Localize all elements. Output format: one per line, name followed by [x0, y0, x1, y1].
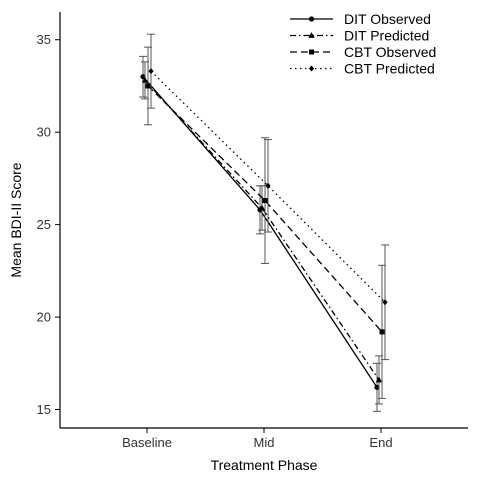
data-point: [262, 198, 268, 204]
legend-marker: [308, 16, 315, 22]
plot-area: [139, 33, 389, 412]
series: [139, 55, 381, 412]
data-point: [258, 204, 266, 211]
series-line: [144, 79, 380, 381]
data-point: [379, 329, 385, 335]
data-point: [140, 74, 146, 80]
x-tick-label: End: [369, 435, 392, 450]
data-point: [382, 299, 388, 306]
x-ticks: Baseline Mid End: [122, 428, 393, 450]
legend-label: CBT Observed: [344, 44, 436, 60]
legend-label: DIT Observed: [344, 11, 431, 27]
x-tick-label: Mid: [254, 435, 275, 450]
legend-item: CBT Predicted: [290, 61, 435, 77]
data-point: [375, 376, 383, 383]
legend-marker: [308, 65, 315, 72]
y-tick-label: 15: [37, 402, 51, 417]
x-tick-label: Baseline: [122, 435, 172, 450]
y-tick-label: 20: [37, 310, 51, 325]
data-point: [265, 182, 271, 189]
legend-item: CBT Observed: [290, 44, 436, 60]
series: [141, 61, 383, 405]
y-ticks: 15 20 25 30 35: [37, 32, 60, 417]
y-axis-title: Mean BDI-II Score: [8, 162, 24, 277]
data-point: [145, 83, 151, 89]
legend-item: DIT Predicted: [290, 28, 429, 44]
legend-label: CBT Predicted: [344, 61, 435, 77]
data-point: [141, 77, 149, 83]
data-point: [374, 384, 380, 390]
legend-label: DIT Predicted: [344, 28, 429, 44]
series: [147, 33, 389, 361]
series-line: [147, 85, 383, 333]
data-point: [148, 68, 154, 75]
y-tick-label: 25: [37, 217, 51, 232]
y-tick-label: 30: [37, 125, 51, 140]
y-tick-label: 35: [37, 32, 51, 47]
x-axis-title: Treatment Phase: [211, 457, 318, 473]
legend-marker: [309, 49, 314, 55]
legend-item: DIT Observed: [290, 11, 431, 27]
series: [144, 46, 386, 399]
legend-marker: [308, 32, 315, 38]
